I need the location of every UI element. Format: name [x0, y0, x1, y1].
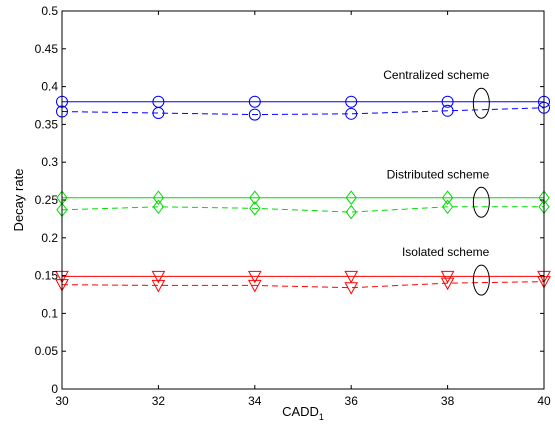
y-tick-label: 0.1	[41, 306, 58, 320]
x-tick-label: 30	[55, 394, 69, 408]
y-tick-label: 0.3	[41, 155, 58, 169]
y-tick-label: 0.05	[35, 344, 59, 358]
circle-marker	[248, 108, 261, 121]
y-tick-label: 0.15	[35, 269, 59, 283]
triangle-down-marker	[247, 270, 262, 284]
diamond-marker	[345, 190, 357, 206]
annotation-layer: Centralized scheme Distributed scheme Isol…	[383, 68, 490, 296]
y-tick-label: 0.2	[41, 231, 58, 245]
scheme-annotation-label: Isolated scheme	[402, 245, 490, 259]
diamond-marker	[249, 190, 261, 206]
diamond-marker	[249, 200, 261, 216]
circle-marker	[152, 107, 165, 120]
series-group-ellipse	[472, 87, 490, 119]
series-layer	[55, 95, 551, 295]
y-tick-label: 0.5	[41, 4, 58, 18]
x-axis-title-main: CADD	[282, 404, 319, 419]
diamond-marker	[152, 199, 165, 215]
y-tick-label: 0	[51, 382, 58, 396]
series-line	[61, 281, 545, 289]
triangle-down-marker	[247, 279, 262, 293]
x-tick-label: 34	[248, 394, 262, 408]
y-tick-label: 0.45	[35, 42, 59, 56]
scheme-annotation-label: Centralized scheme	[383, 68, 489, 82]
x-tick-label: 40	[537, 394, 551, 408]
y-axis-title: Decay rate	[11, 169, 26, 232]
triangle-down-marker	[440, 277, 455, 291]
x-axis-title-subscript: 1	[319, 412, 324, 422]
diamond-marker	[441, 199, 454, 215]
solid-series	[56, 190, 550, 206]
plot-background	[62, 11, 544, 389]
series-line	[61, 107, 545, 116]
x-tick-label: 32	[152, 394, 166, 408]
triangle-down-marker	[440, 270, 455, 284]
circle-marker	[248, 95, 261, 108]
circle-marker	[345, 107, 358, 120]
circle-marker	[441, 104, 454, 117]
series-group-ellipse	[472, 186, 490, 218]
triangle-down-marker	[151, 279, 166, 293]
y-tick-label: 0.25	[35, 193, 59, 207]
series-line	[61, 206, 544, 213]
diamond-marker	[152, 190, 165, 206]
y-tick-label: 0.4	[41, 80, 58, 94]
triangle-down-marker	[151, 270, 166, 284]
x-tick-label: 38	[441, 394, 455, 408]
triangle-down-marker	[344, 270, 359, 284]
dashed-series	[55, 276, 551, 295]
diamond-marker	[345, 204, 357, 220]
x-tick-label: 36	[345, 394, 359, 408]
circle-marker	[441, 95, 454, 108]
diamond-marker	[441, 190, 454, 206]
circle-marker	[345, 95, 358, 108]
triangle-down-marker	[344, 282, 359, 295]
y-tick-label: 0.35	[35, 117, 59, 131]
scheme-annotation-label: Distributed scheme	[387, 167, 490, 181]
tick-layer: 30 32 34 36 38 40 0 0.05 0.1 0.15 0.2 0.25 0.3 0.35 0.…	[35, 4, 551, 408]
series-group-ellipse	[472, 264, 490, 296]
x-axis-title: CADD1	[282, 404, 324, 422]
